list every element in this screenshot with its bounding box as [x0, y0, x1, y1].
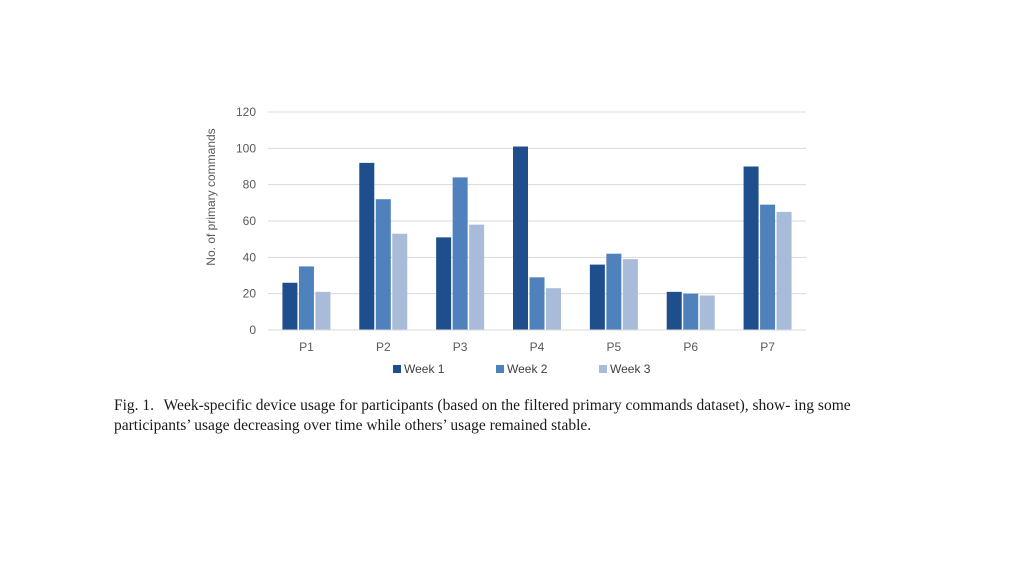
- bar-p4-week-3: [546, 288, 561, 330]
- legend-swatch-week-1: [393, 365, 401, 373]
- y-tick-label: 60: [243, 214, 257, 228]
- bar-p7-week-3: [776, 211, 792, 330]
- x-tick-label: P1: [299, 340, 314, 354]
- y-tick-label: 120: [236, 105, 256, 119]
- legend-label-week-1: Week 1: [404, 362, 445, 376]
- x-tick-label: P2: [376, 340, 391, 354]
- bar-p2-week-2: [375, 199, 391, 330]
- bar-p6-week-3: [699, 295, 715, 330]
- legend-swatch-week-3: [599, 365, 607, 373]
- figure-caption: Fig. 1. Week-specific device usage for p…: [114, 396, 904, 436]
- bar-p1-week-1: [282, 282, 298, 330]
- bar-p3-week-2: [452, 177, 468, 330]
- bar-p6-week-2: [683, 293, 699, 330]
- caption-text: Week-specific device usage for participa…: [114, 397, 851, 434]
- legend: Week 1 Week 2 Week 3: [393, 362, 651, 376]
- x-tick-label: P7: [760, 340, 775, 354]
- bars: [282, 146, 792, 330]
- bar-p5-week-3: [622, 259, 638, 330]
- bar-p5-week-2: [606, 253, 622, 330]
- y-tick-label: 40: [243, 250, 257, 264]
- bar-p4-week-2: [529, 277, 545, 330]
- x-tick-label: P5: [607, 340, 622, 354]
- x-tick-label: P3: [453, 340, 468, 354]
- gridlines: [268, 111, 806, 295]
- bar-p7-week-2: [760, 204, 776, 330]
- y-axis-label: No. of primary commands: [204, 128, 218, 265]
- bar-p3-week-1: [436, 237, 452, 330]
- bar-p7-week-1: [743, 166, 759, 330]
- legend-label-week-2: Week 2: [507, 362, 548, 376]
- y-axis-ticks: 0 20 40 60 80 100 120: [236, 105, 256, 337]
- y-tick-label: 80: [243, 178, 257, 192]
- x-tick-label: P4: [530, 340, 545, 354]
- bar-p1-week-3: [315, 291, 331, 330]
- y-tick-label: 0: [249, 323, 256, 337]
- y-tick-label: 20: [243, 287, 257, 301]
- legend-label-week-3: Week 3: [610, 362, 651, 376]
- bar-p2-week-1: [359, 162, 375, 330]
- bar-p2-week-3: [392, 233, 408, 330]
- bar-p6-week-1: [666, 291, 682, 330]
- x-tick-label: P6: [683, 340, 698, 354]
- x-axis-ticks: P1 P2 P3 P4 P5 P6 P7: [299, 340, 775, 354]
- legend-swatch-week-2: [496, 365, 504, 373]
- y-tick-label: 100: [236, 141, 256, 155]
- bar-p5-week-1: [589, 264, 605, 330]
- bar-p4-week-1: [513, 146, 528, 330]
- caption-label: Fig. 1.: [114, 397, 155, 414]
- bar-p1-week-2: [298, 266, 314, 330]
- bar-chart: 0 20 40 60 80 100 120 P1 P2 P3 P4 P5 P6 P7 No. of pr…: [204, 105, 806, 376]
- bar-p3-week-3: [469, 224, 485, 330]
